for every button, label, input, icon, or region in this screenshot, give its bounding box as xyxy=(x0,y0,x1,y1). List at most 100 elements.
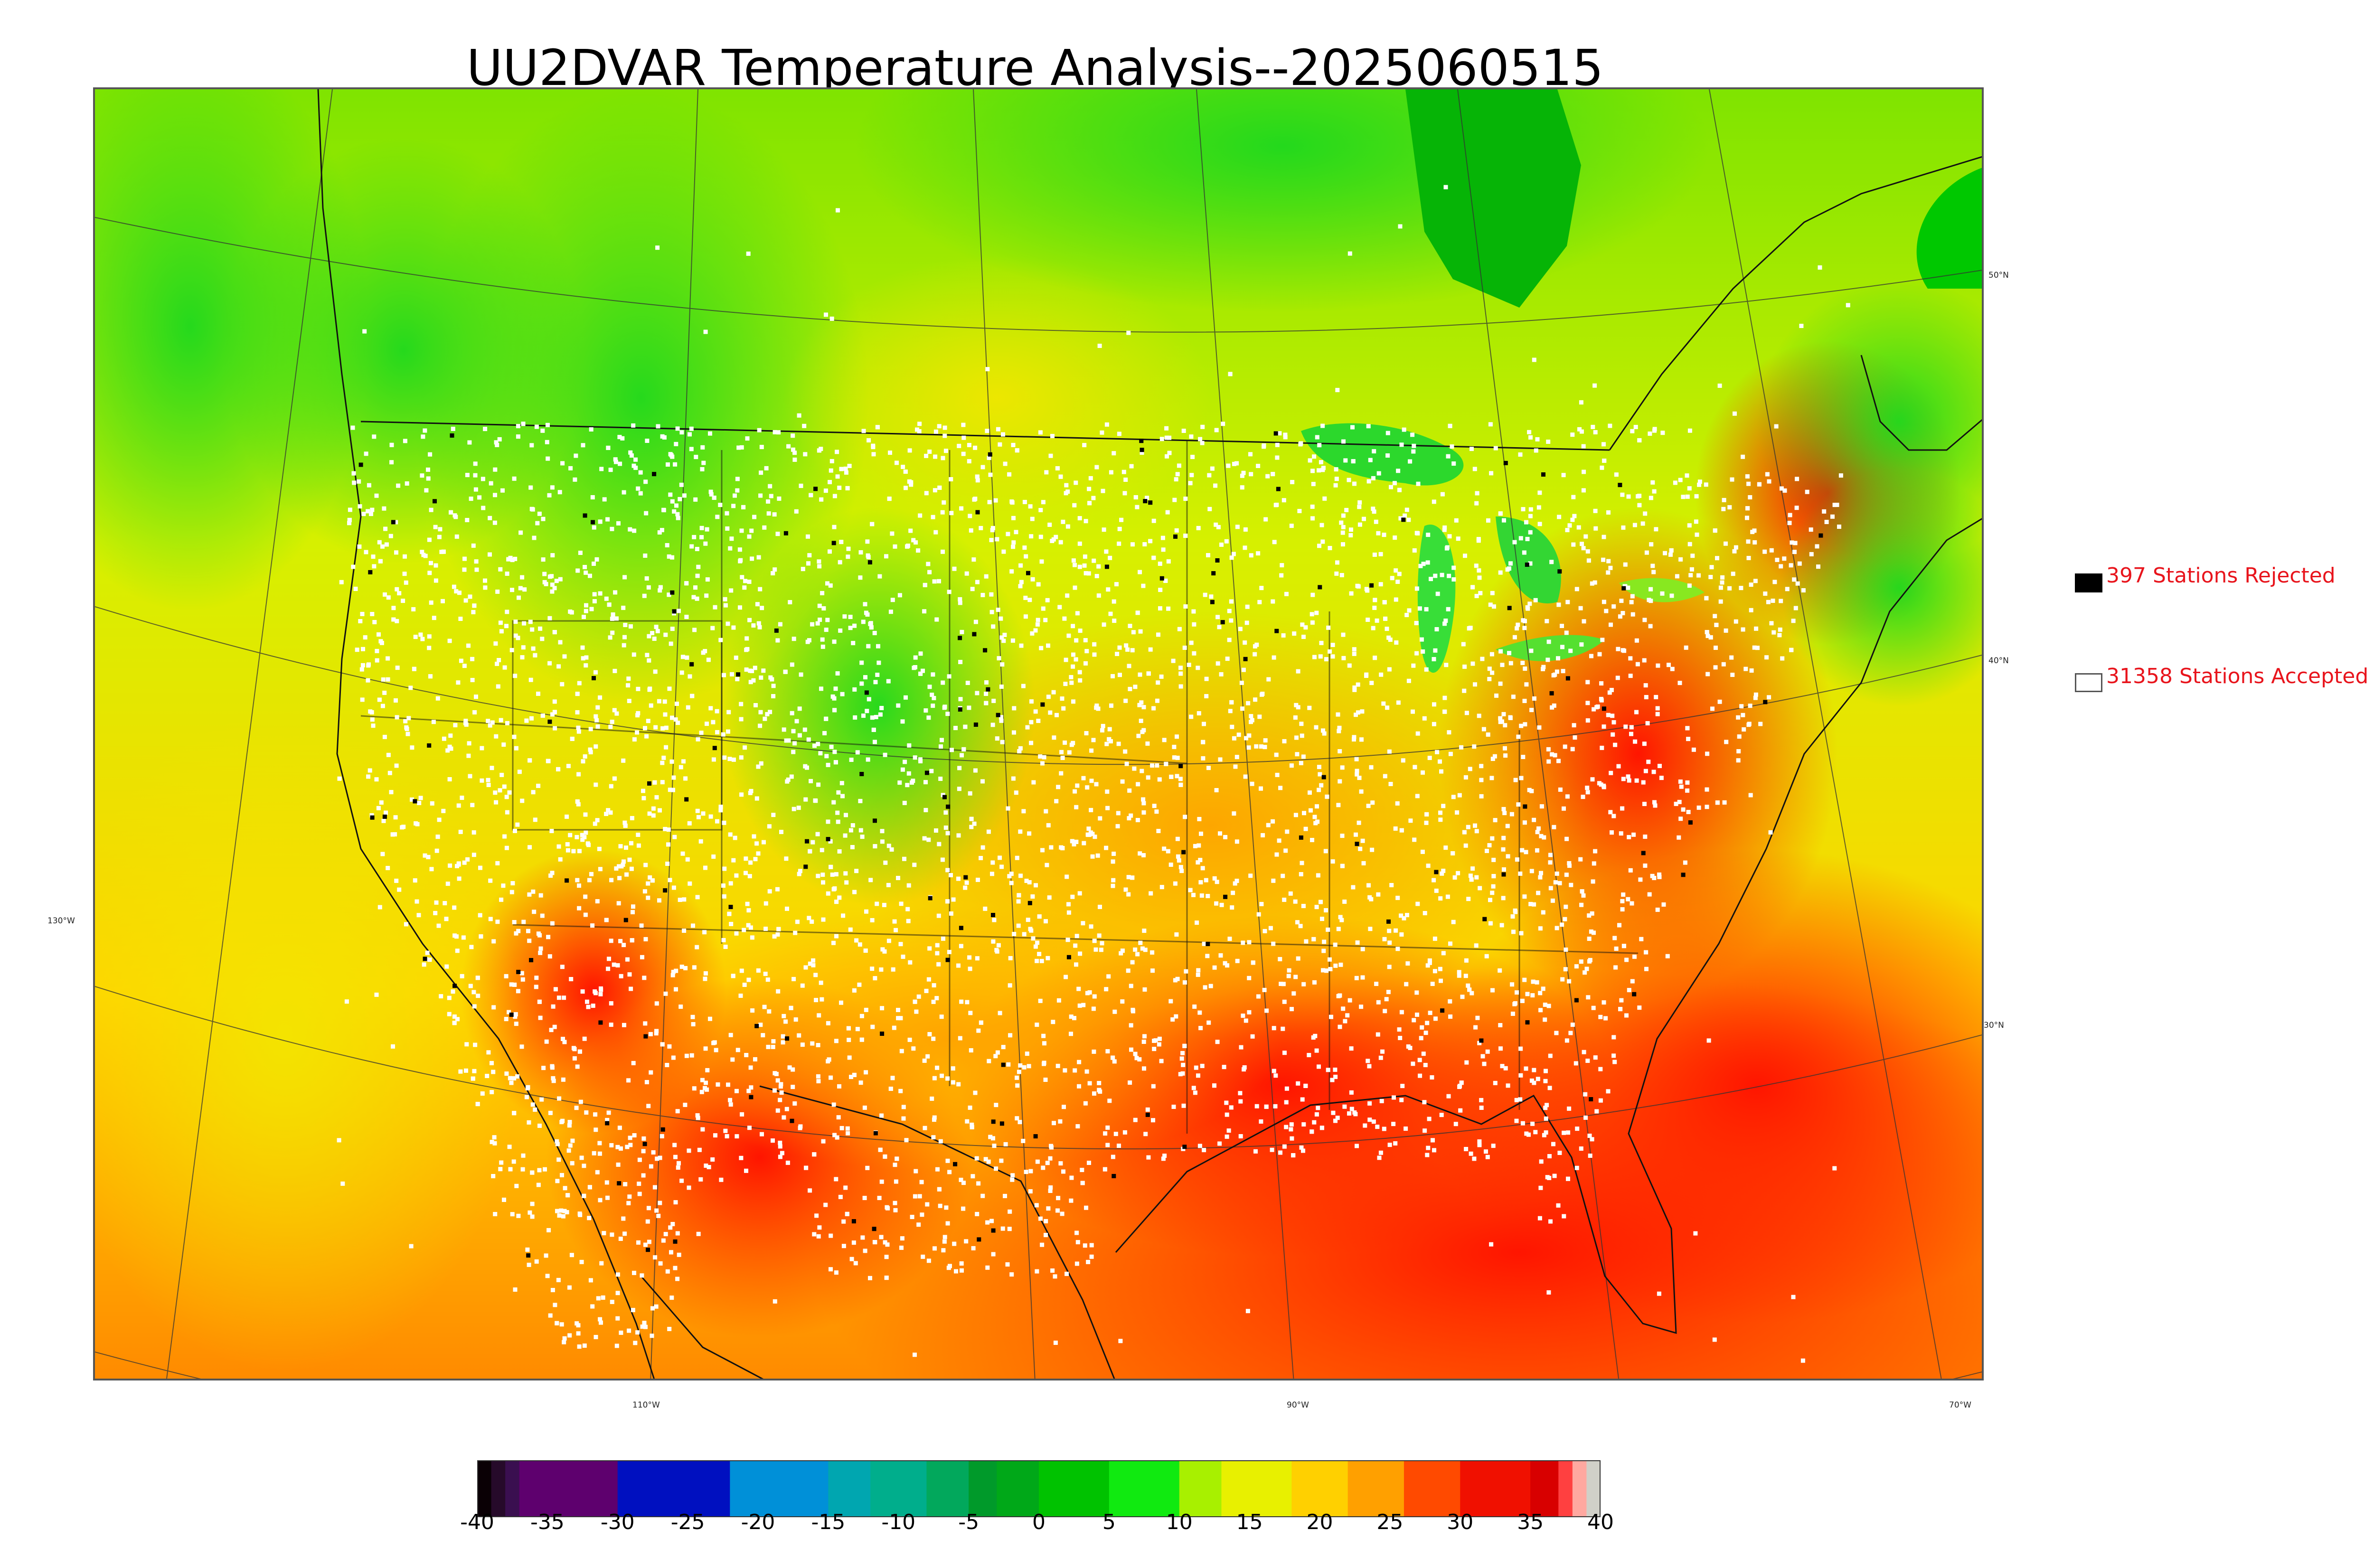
station-marker xyxy=(1687,542,1692,546)
station-marker xyxy=(1016,899,1021,904)
station-marker xyxy=(1546,759,1551,764)
station-marker xyxy=(903,469,908,474)
station-marker xyxy=(544,582,548,586)
station-marker xyxy=(1134,1056,1139,1061)
station-marker xyxy=(739,792,744,797)
station-marker xyxy=(1042,1041,1046,1046)
station-marker xyxy=(1049,1144,1054,1148)
station-marker xyxy=(1045,598,1050,602)
station-marker xyxy=(521,920,526,924)
station-marker xyxy=(1347,1111,1352,1116)
station-marker xyxy=(1314,610,1319,615)
station-marker xyxy=(384,810,388,815)
station-marker xyxy=(369,813,374,817)
station-marker xyxy=(746,923,751,928)
temperature-map[interactable] xyxy=(93,87,1984,1380)
station-marker xyxy=(1674,801,1678,806)
station-marker xyxy=(616,901,621,906)
station-marker xyxy=(1127,664,1131,668)
station-marker xyxy=(367,662,371,667)
station-marker xyxy=(1259,786,1263,791)
station-marker xyxy=(1065,938,1070,942)
station-marker xyxy=(738,605,742,610)
station-marker xyxy=(845,1211,849,1216)
station-marker xyxy=(1443,185,1448,189)
station-marker xyxy=(512,920,517,924)
station-marker xyxy=(1379,1099,1384,1103)
station-marker xyxy=(1602,600,1606,604)
station-marker xyxy=(514,931,518,936)
station-marker xyxy=(533,1108,537,1112)
station-marker xyxy=(923,708,928,713)
station-marker xyxy=(1432,969,1437,974)
station-marker xyxy=(1277,838,1281,843)
station-marker xyxy=(1280,563,1284,568)
station-marker xyxy=(477,495,482,500)
station-marker xyxy=(1165,510,1170,515)
station-marker xyxy=(742,928,746,932)
station-marker xyxy=(1299,872,1303,876)
colorbar-tick-label: 35 xyxy=(1517,1510,1544,1534)
station-marker xyxy=(1169,774,1174,779)
station-marker xyxy=(1345,1013,1350,1018)
rejected-station-marker xyxy=(1206,942,1210,946)
station-marker xyxy=(609,1001,613,1005)
station-marker xyxy=(350,425,355,430)
station-marker xyxy=(1777,633,1782,638)
station-marker xyxy=(1138,570,1142,574)
station-marker xyxy=(1217,1141,1222,1146)
station-marker xyxy=(886,883,891,887)
station-marker xyxy=(575,835,579,839)
station-marker xyxy=(1105,1049,1110,1053)
station-marker xyxy=(650,1333,654,1338)
station-marker xyxy=(1041,500,1046,505)
station-marker xyxy=(1535,848,1539,853)
station-marker xyxy=(1035,1159,1040,1164)
station-marker xyxy=(1033,709,1038,714)
station-marker xyxy=(627,699,631,704)
station-marker xyxy=(627,1328,631,1333)
station-marker xyxy=(1649,496,1653,500)
station-marker xyxy=(660,434,665,439)
station-marker xyxy=(1161,1156,1166,1161)
station-marker xyxy=(1192,651,1196,656)
station-marker xyxy=(1567,1106,1572,1111)
station-marker xyxy=(621,758,626,763)
station-marker xyxy=(958,697,963,702)
station-marker xyxy=(1516,622,1520,627)
rejected-station-marker xyxy=(813,487,818,491)
station-marker xyxy=(1440,871,1444,876)
station-marker xyxy=(561,1037,565,1041)
station-marker xyxy=(927,685,932,689)
station-marker xyxy=(642,1321,647,1325)
station-marker xyxy=(581,656,585,661)
station-marker xyxy=(1215,880,1219,884)
station-marker xyxy=(433,525,438,529)
station-marker xyxy=(959,1261,964,1266)
station-marker xyxy=(400,825,405,830)
station-marker xyxy=(996,427,1000,432)
station-marker xyxy=(1710,706,1715,711)
rejected-station-marker xyxy=(1276,487,1281,491)
station-marker xyxy=(339,580,344,584)
rejected-station-marker xyxy=(728,905,733,909)
station-marker xyxy=(540,714,545,718)
station-marker xyxy=(480,778,484,783)
station-marker xyxy=(820,644,825,649)
station-marker xyxy=(841,1219,846,1224)
station-marker xyxy=(1180,1051,1185,1055)
station-marker xyxy=(1117,526,1122,531)
station-marker xyxy=(1567,861,1572,865)
station-marker xyxy=(1181,1062,1186,1067)
station-marker xyxy=(921,668,925,673)
station-marker xyxy=(1272,1026,1276,1031)
station-marker xyxy=(875,425,880,430)
station-marker xyxy=(1606,510,1611,515)
station-marker xyxy=(1182,1043,1187,1048)
station-marker xyxy=(1140,946,1145,951)
station-marker xyxy=(1275,455,1280,460)
station-marker xyxy=(693,585,697,590)
station-marker xyxy=(999,616,1003,621)
station-marker xyxy=(1141,583,1146,588)
station-marker xyxy=(678,765,683,770)
